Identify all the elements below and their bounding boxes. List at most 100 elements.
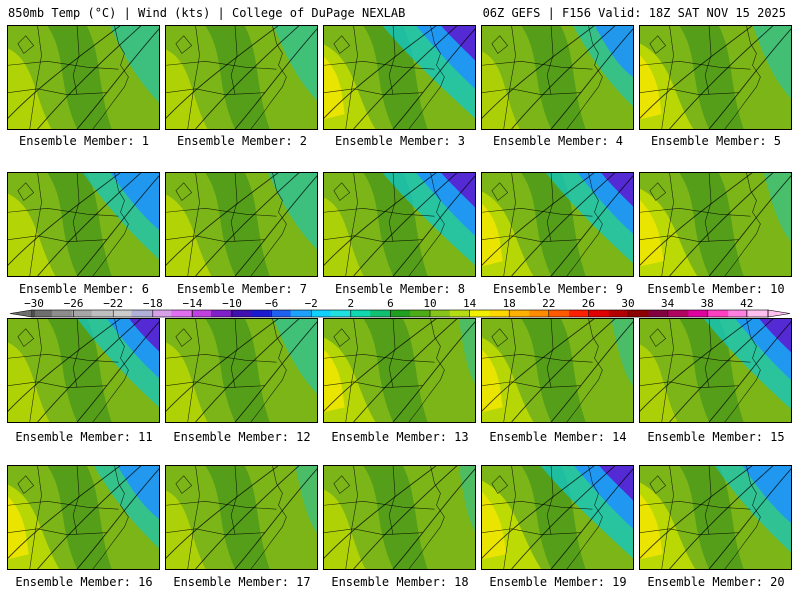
ensemble-map-12 xyxy=(165,318,318,423)
ensemble-map-16 xyxy=(7,465,160,570)
ensemble-map-5 xyxy=(639,25,792,130)
ensemble-member-label: Ensemble Member: 18 xyxy=(331,575,469,589)
colorbar-segment xyxy=(151,310,172,317)
ensemble-member-label: Ensemble Member: 1 xyxy=(18,134,150,148)
colorbar-tick-label: −2 xyxy=(305,298,318,310)
colorbar-segment xyxy=(449,310,471,317)
colorbar-tick-label: 22 xyxy=(542,298,555,310)
colorbar-segment xyxy=(708,310,729,317)
colorbar-arrow-high xyxy=(767,309,791,318)
ensemble-member-label: Ensemble Member: 11 xyxy=(15,430,153,444)
colorbar-tick-label: −10 xyxy=(222,298,242,310)
colorbar-tick-label: −30 xyxy=(24,298,44,310)
colorbar-tick-label: −22 xyxy=(103,298,123,310)
colorbar-segment xyxy=(588,310,610,317)
colorbar-segment xyxy=(270,310,291,317)
ensemble-member-label: Ensemble Member: 4 xyxy=(492,134,624,148)
colorbar-segment xyxy=(390,310,411,317)
colorbar-segment xyxy=(211,310,232,317)
ensemble-map-9 xyxy=(481,172,634,277)
colorbar-tick-label: 14 xyxy=(463,298,477,310)
colorbar-segment xyxy=(111,310,132,317)
ensemble-map-6 xyxy=(7,172,160,277)
colorbar-tick-label: 42 xyxy=(740,298,753,310)
colorbar-segment xyxy=(51,310,73,317)
colorbar-segment xyxy=(71,310,93,317)
colorbar-segment xyxy=(429,310,451,317)
colorbar-tick-label: 10 xyxy=(423,298,436,310)
colorbar-segment xyxy=(569,310,590,317)
colorbar-tick-label: 6 xyxy=(387,298,394,310)
ensemble-member-label: Ensemble Member: 17 xyxy=(173,575,311,589)
colorbar-segment xyxy=(191,310,212,317)
colorbar-arrow-low xyxy=(9,309,33,318)
map-title: 850mb Temp (°C) | Wind (kts) | College o… xyxy=(8,6,406,20)
colorbar-segment xyxy=(688,310,709,317)
ensemble-member-label: Ensemble Member: 5 xyxy=(650,134,782,148)
ensemble-member-label: Ensemble Member: 15 xyxy=(647,430,785,444)
ensemble-member-label: Ensemble Member: 6 xyxy=(18,282,150,296)
ensemble-map-13 xyxy=(323,318,476,423)
ensemble-member-label: Ensemble Member: 9 xyxy=(492,282,624,296)
ensemble-map-1 xyxy=(7,25,160,130)
colorbar-segment xyxy=(529,310,550,317)
colorbar-tick-label: −26 xyxy=(64,298,84,310)
colorbar-tick-label: −6 xyxy=(265,298,278,310)
colorbar-segment xyxy=(171,310,192,317)
ensemble-member-label: Ensemble Member: 16 xyxy=(15,575,153,589)
ensemble-member-label: Ensemble Member: 12 xyxy=(173,430,311,444)
ensemble-map-3 xyxy=(323,25,476,130)
colorbar-segment xyxy=(648,310,669,317)
colorbar-segment xyxy=(668,310,689,317)
colorbar-segment xyxy=(628,310,650,317)
ensemble-map-18 xyxy=(323,465,476,570)
colorbar-segment xyxy=(350,310,371,317)
ensemble-member-label: Ensemble Member: 19 xyxy=(489,575,627,589)
ensemble-member-label: Ensemble Member: 20 xyxy=(647,575,785,589)
ensemble-map-15 xyxy=(639,318,792,423)
ensemble-map-17 xyxy=(165,465,318,570)
ensemble-map-4 xyxy=(481,25,634,130)
ensemble-map-2 xyxy=(165,25,318,130)
colorbar-segment xyxy=(32,310,53,317)
colorbar-segment xyxy=(230,310,252,317)
ensemble-map-10 xyxy=(639,172,792,277)
colorbar-segment xyxy=(330,310,351,317)
colorbar-segment xyxy=(509,310,530,317)
colorbar-tick-label: −18 xyxy=(143,298,163,310)
colorbar-tick-label: 26 xyxy=(582,298,595,310)
colorbar-segment xyxy=(310,310,331,317)
colorbar-tick-label: 2 xyxy=(347,298,354,310)
colorbar-segment xyxy=(489,310,510,317)
colorbar-tick-label: 30 xyxy=(621,298,634,310)
colorbar-segment xyxy=(469,310,490,317)
colorbar-segment xyxy=(131,310,152,317)
ensemble-member-label: Ensemble Member: 10 xyxy=(647,282,785,296)
colorbar-tick-label: 38 xyxy=(701,298,714,310)
colorbar-segment xyxy=(290,310,311,317)
colorbar-tick-label: 34 xyxy=(661,298,675,310)
ensemble-member-label: Ensemble Member: 7 xyxy=(176,282,308,296)
ensemble-map-19 xyxy=(481,465,634,570)
colorbar-tick-label: 18 xyxy=(503,298,516,310)
ensemble-member-label: Ensemble Member: 13 xyxy=(331,430,469,444)
ensemble-map-14 xyxy=(481,318,634,423)
colorbar-segment xyxy=(370,310,391,317)
ensemble-member-label: Ensemble Member: 3 xyxy=(334,134,466,148)
colorbar-segment xyxy=(250,310,272,317)
ensemble-member-label: Ensemble Member: 8 xyxy=(334,282,466,296)
ensemble-map-8 xyxy=(323,172,476,277)
ensemble-member-label: Ensemble Member: 14 xyxy=(489,430,627,444)
colorbar-segment xyxy=(409,310,431,317)
colorbar-tick-label: −14 xyxy=(182,298,202,310)
ensemble-map-7 xyxy=(165,172,318,277)
ensemble-map-20 xyxy=(639,465,792,570)
colorbar-segment xyxy=(728,310,749,317)
ensemble-member-label: Ensemble Member: 2 xyxy=(176,134,308,148)
ensemble-map-11 xyxy=(7,318,160,423)
colorbar-segment xyxy=(608,310,630,317)
temperature-colorbar: −30 −26 −22 −18 −14 −10 −6 −2 2 6 10 14 18 22 26 30 34 38… xyxy=(9,298,791,318)
colorbar-segment xyxy=(549,310,570,317)
colorbar-segment xyxy=(748,310,769,317)
model-valid-time: 06Z GEFS | F156 Valid: 18Z SAT NOV 15 20… xyxy=(482,6,786,20)
